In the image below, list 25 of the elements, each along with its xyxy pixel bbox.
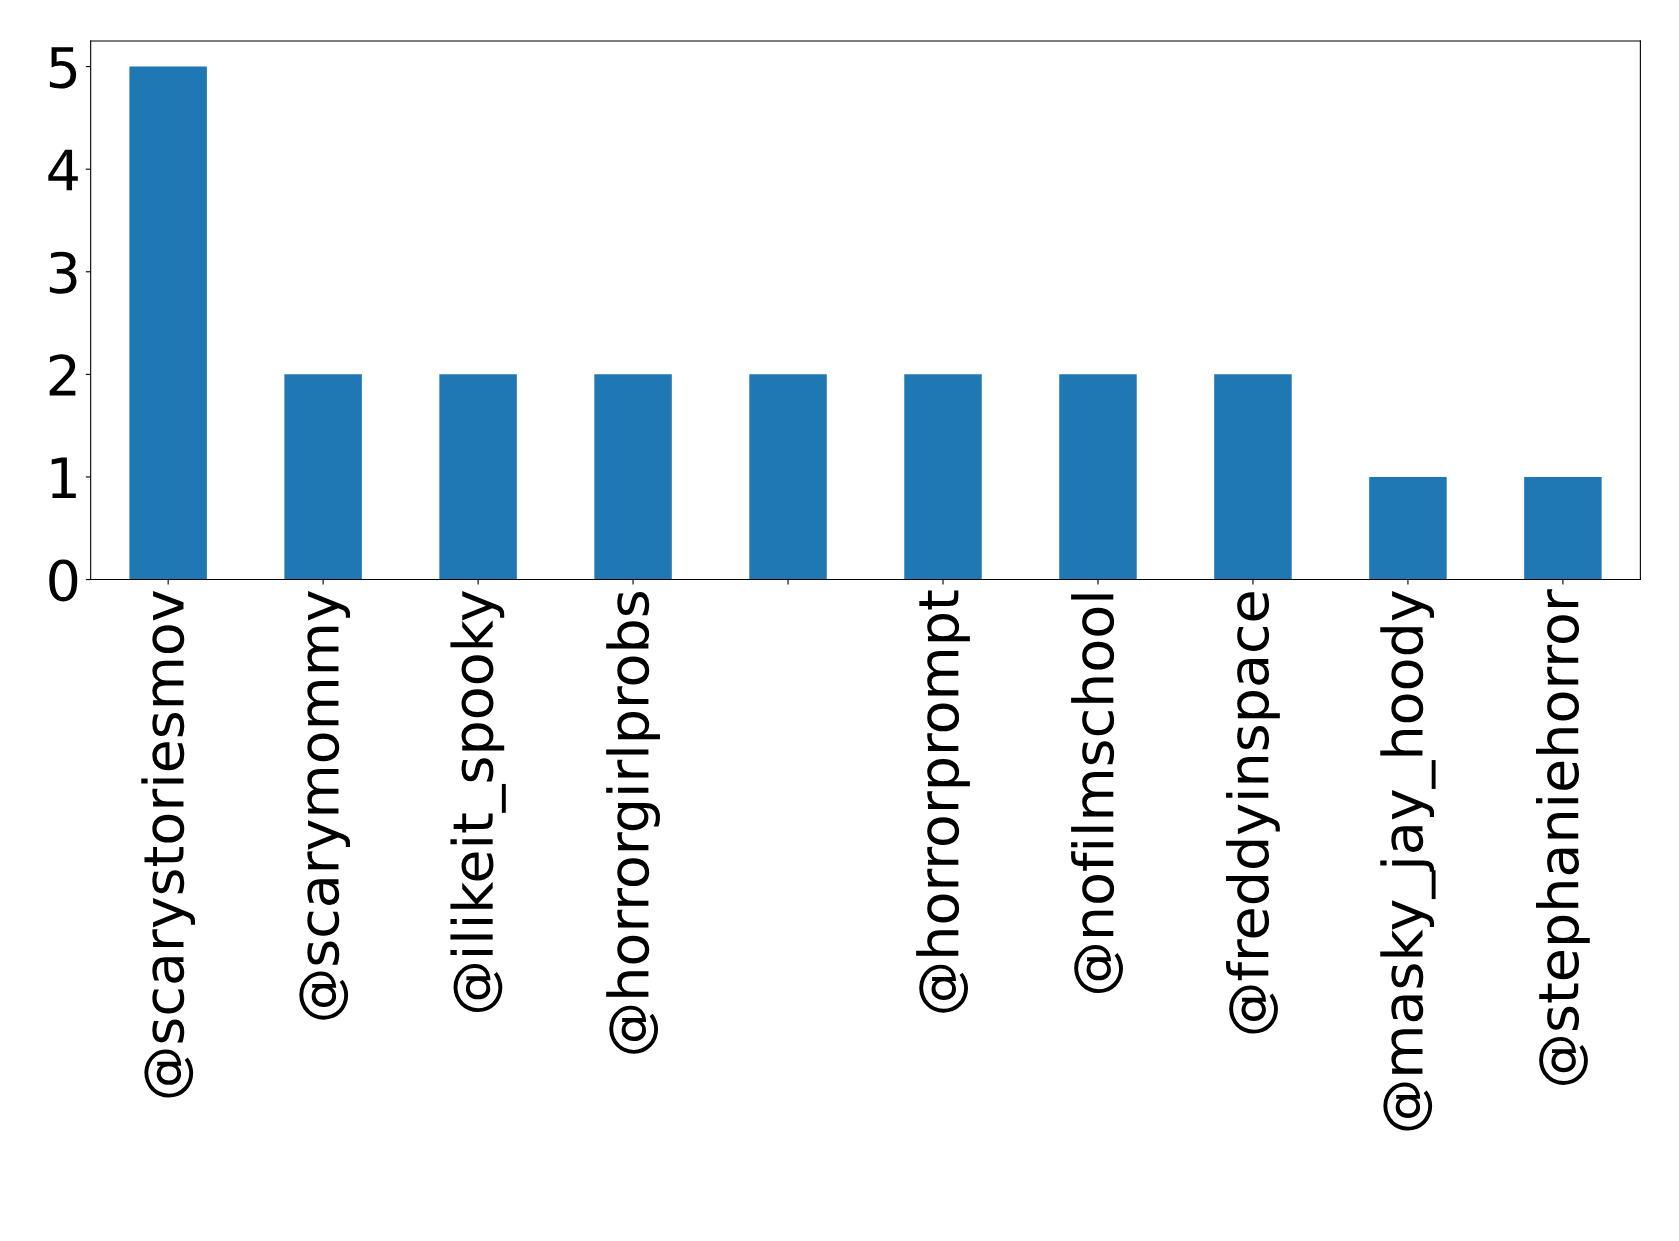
bar xyxy=(284,374,362,580)
x-tick-label: @scarymommy xyxy=(299,590,351,1020)
x-tick-label: @horrorprompt xyxy=(916,590,970,1013)
x-tick-label: @scarystoriesmov xyxy=(141,590,196,1098)
x-tick-label: @stephaniehorror xyxy=(1536,589,1590,1085)
y-tick-label: 1 xyxy=(51,457,76,499)
bar xyxy=(129,66,207,580)
y-tick-label: 3 xyxy=(49,251,77,294)
y-tick-label: 5 xyxy=(49,47,77,89)
bar xyxy=(1369,476,1447,580)
y-tick-label: 0 xyxy=(49,559,78,602)
bar xyxy=(904,374,982,580)
x-tick-label: @ilikeit_spooky xyxy=(450,590,506,1013)
bar xyxy=(439,374,517,580)
x-tick-label: @horrorgirlprobs xyxy=(606,591,660,1054)
bar xyxy=(749,374,827,580)
x-tick-label: @masky_jay_hoody xyxy=(1380,590,1436,1131)
bar xyxy=(1059,374,1137,580)
x-tick-label: @nofilmschool xyxy=(1071,594,1123,994)
bar xyxy=(1524,476,1602,580)
y-tick-label: 2 xyxy=(49,354,76,396)
x-tick-label: @freddyinspace xyxy=(1226,592,1280,1034)
bar xyxy=(594,374,672,580)
bar xyxy=(1214,374,1292,580)
y-tick-label: 4 xyxy=(48,149,78,191)
